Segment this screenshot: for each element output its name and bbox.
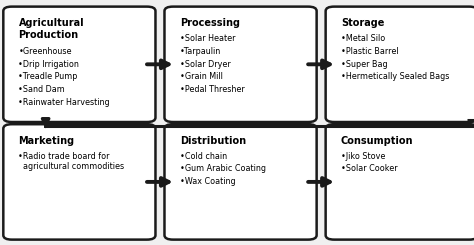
FancyBboxPatch shape bbox=[164, 124, 317, 240]
Text: •Metal Silo: •Metal Silo bbox=[341, 34, 385, 43]
Text: •Grain Mill: •Grain Mill bbox=[180, 72, 222, 81]
Text: Processing: Processing bbox=[180, 18, 240, 28]
FancyBboxPatch shape bbox=[326, 124, 474, 240]
Text: •Cold chain: •Cold chain bbox=[180, 152, 227, 161]
Text: Storage: Storage bbox=[341, 18, 384, 28]
Text: •Wax Coating: •Wax Coating bbox=[180, 177, 235, 186]
Text: •Tarpaulin: •Tarpaulin bbox=[180, 47, 221, 56]
Text: •Sand Dam: •Sand Dam bbox=[18, 85, 65, 94]
Text: •Pedal Thresher: •Pedal Thresher bbox=[180, 85, 245, 94]
Text: Distribution: Distribution bbox=[180, 136, 246, 146]
Text: •Drip Irrigation: •Drip Irrigation bbox=[18, 60, 79, 69]
FancyBboxPatch shape bbox=[3, 7, 155, 122]
Text: •Radio trade board for
  agricultural commodities: •Radio trade board for agricultural comm… bbox=[18, 152, 125, 171]
Text: Marketing: Marketing bbox=[18, 136, 74, 146]
Text: •Super Bag: •Super Bag bbox=[341, 60, 387, 69]
Text: •Greenhouse: •Greenhouse bbox=[18, 47, 72, 56]
Text: •Jiko Stove: •Jiko Stove bbox=[341, 152, 385, 161]
Text: •Solar Heater: •Solar Heater bbox=[180, 34, 235, 43]
Text: •Plastic Barrel: •Plastic Barrel bbox=[341, 47, 399, 56]
Text: •Rainwater Harvesting: •Rainwater Harvesting bbox=[18, 98, 110, 107]
Text: •Gum Arabic Coating: •Gum Arabic Coating bbox=[180, 164, 265, 173]
Text: •Hermetically Sealed Bags: •Hermetically Sealed Bags bbox=[341, 72, 449, 81]
Text: •Solar Dryer: •Solar Dryer bbox=[180, 60, 230, 69]
Text: •Solar Cooker: •Solar Cooker bbox=[341, 164, 397, 173]
Text: Agricultural
Production: Agricultural Production bbox=[18, 18, 84, 40]
Text: •Treadle Pump: •Treadle Pump bbox=[18, 72, 78, 81]
Text: Consumption: Consumption bbox=[341, 136, 413, 146]
FancyBboxPatch shape bbox=[326, 7, 474, 122]
FancyBboxPatch shape bbox=[3, 124, 155, 240]
FancyBboxPatch shape bbox=[164, 7, 317, 122]
